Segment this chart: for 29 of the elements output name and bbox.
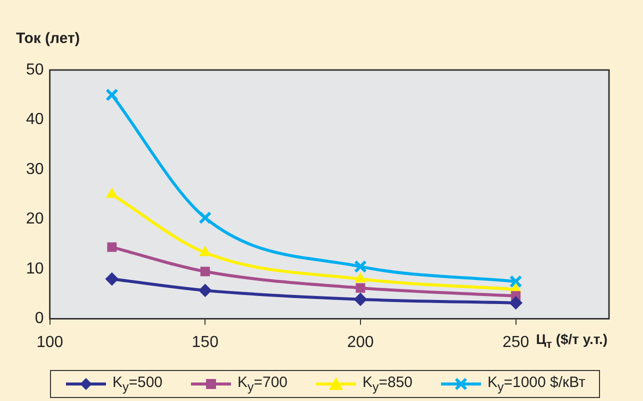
point — [105, 88, 118, 102]
y-tick-label: 0 — [34, 310, 44, 328]
y-tick-label: 10 — [26, 260, 44, 278]
legend-label: K$_{у}$=700 — [237, 374, 288, 394]
legend-label: K$_{у}$=1000 $/кВт — [487, 374, 586, 394]
legend-label: K$_{у}$=500 — [112, 374, 163, 394]
point — [354, 292, 367, 306]
y-axis-title: Ток (лет) — [16, 30, 80, 47]
point — [106, 188, 118, 198]
point — [200, 266, 210, 276]
y-tick-label: 30 — [26, 160, 44, 178]
point — [509, 296, 522, 310]
x-tick-label: 100 — [36, 334, 64, 351]
point — [198, 284, 212, 297]
legend-label: K$_{у}$=850 — [362, 374, 413, 394]
x-tick-label: 250 — [502, 334, 530, 351]
point — [354, 260, 367, 273]
x-axis-title: Ц$_{т}$ ($/т у.т.) — [536, 331, 608, 351]
point — [107, 242, 117, 252]
x-tick-label: 150 — [192, 334, 219, 351]
point — [198, 211, 212, 224]
point — [509, 275, 522, 288]
point — [199, 246, 211, 256]
y-tick-label: 20 — [26, 210, 44, 228]
point — [356, 283, 366, 293]
x-tick-label: 200 — [347, 334, 374, 351]
y-tick-label: 40 — [26, 111, 44, 128]
point — [105, 272, 118, 286]
y-tick-label: 50 — [26, 61, 44, 78]
